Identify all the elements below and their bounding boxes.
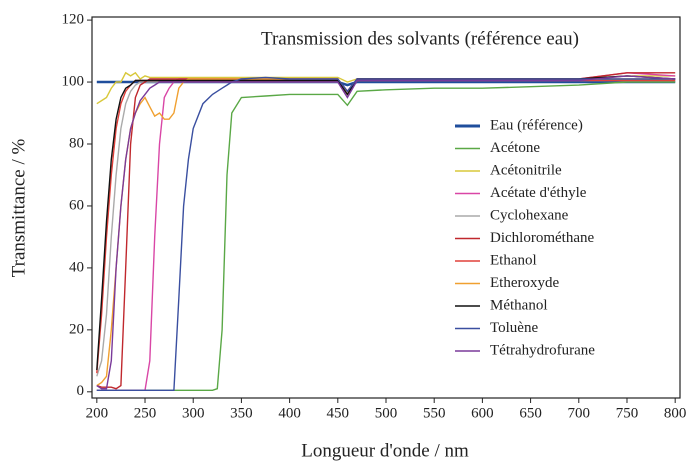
x-tick-label: 700 — [568, 405, 591, 421]
legend-label: Acétate d'éthyle — [490, 185, 587, 201]
x-tick-label: 400 — [278, 405, 301, 421]
x-tick-label: 500 — [375, 405, 398, 421]
x-axis-label: Longueur d'onde / nm — [301, 440, 469, 461]
y-tick-label: 100 — [62, 73, 85, 89]
x-tick-label: 600 — [471, 405, 494, 421]
legend-label: Etheroxyde — [490, 275, 559, 291]
legend-label: Toluène — [490, 320, 538, 336]
x-tick-label: 650 — [519, 405, 542, 421]
chart-title: Transmission des solvants (référence eau… — [261, 28, 579, 49]
y-tick-label: 20 — [69, 321, 84, 337]
series-line — [96, 75, 676, 371]
y-tick-label: 0 — [77, 383, 85, 399]
x-tick-label: 250 — [134, 405, 157, 421]
series-line — [96, 75, 676, 390]
y-tick-label: 40 — [69, 259, 84, 275]
series-line — [96, 79, 676, 377]
legend-label: Acétone — [490, 140, 540, 156]
legend-label: Acétonitrile — [490, 162, 562, 178]
x-tick-label: 300 — [182, 405, 205, 421]
x-tick-label: 800 — [664, 405, 687, 421]
legend-label: Méthanol — [490, 297, 548, 313]
legend-label: Tétrahydrofurane — [490, 342, 595, 358]
y-tick-label: 120 — [62, 12, 85, 28]
y-axis-label: Transmittance / % — [8, 139, 29, 278]
x-tick-label: 450 — [327, 405, 350, 421]
legend-label: Ethanol — [490, 252, 537, 268]
x-tick-label: 750 — [616, 405, 639, 421]
x-tick-label: 200 — [86, 405, 109, 421]
series-line — [96, 79, 676, 374]
plot-frame — [91, 16, 681, 399]
legend-label: Cyclohexane — [490, 207, 569, 223]
x-tick-label: 550 — [423, 405, 446, 421]
y-tick-label: 80 — [69, 135, 84, 151]
legend-label: Eau (référence) — [490, 117, 583, 133]
series-line — [96, 76, 676, 391]
y-tick-label: 60 — [69, 197, 84, 213]
x-tick-label: 350 — [230, 405, 253, 421]
legend-label: Dichlorométhane — [490, 230, 594, 246]
